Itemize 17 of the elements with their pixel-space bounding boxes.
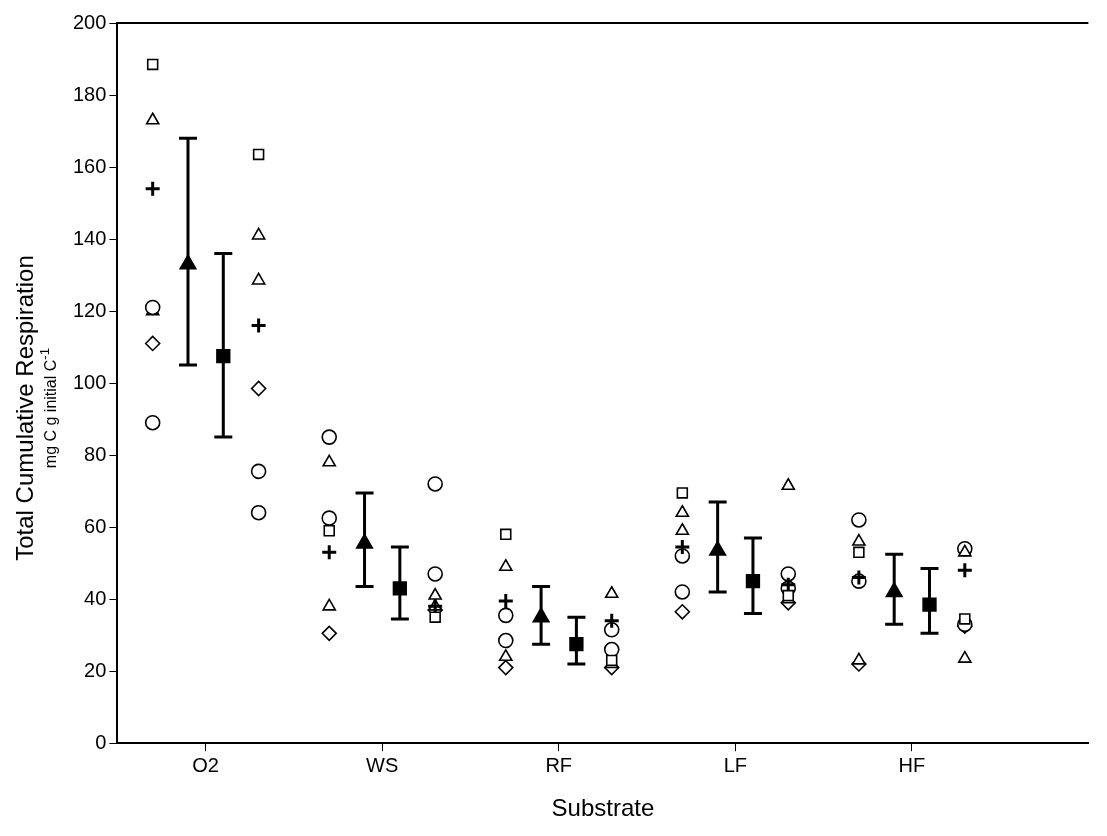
y-tick-label: 160 xyxy=(72,154,107,177)
y-tick-label: 200 xyxy=(72,10,107,33)
y-tick-label: 100 xyxy=(72,370,107,393)
x-tick-label: WS xyxy=(366,753,399,776)
y-tick-label: 80 xyxy=(84,442,107,465)
y-tick-label: 120 xyxy=(72,298,107,321)
x-tick-label: O2 xyxy=(192,753,219,776)
y-tick-label: 140 xyxy=(72,226,107,249)
x-tick-label: LF xyxy=(723,753,747,776)
y-tick-label: 60 xyxy=(84,514,107,537)
y-tick-label: 40 xyxy=(84,586,107,609)
x-tick-label: RF xyxy=(545,753,573,776)
y-tick-label: 20 xyxy=(84,658,107,681)
y-tick-label: 180 xyxy=(72,82,107,105)
x-tick-label: HF xyxy=(898,753,926,776)
y-tick-label: 0 xyxy=(95,730,107,753)
x-axis-title: Substrate xyxy=(551,794,655,822)
